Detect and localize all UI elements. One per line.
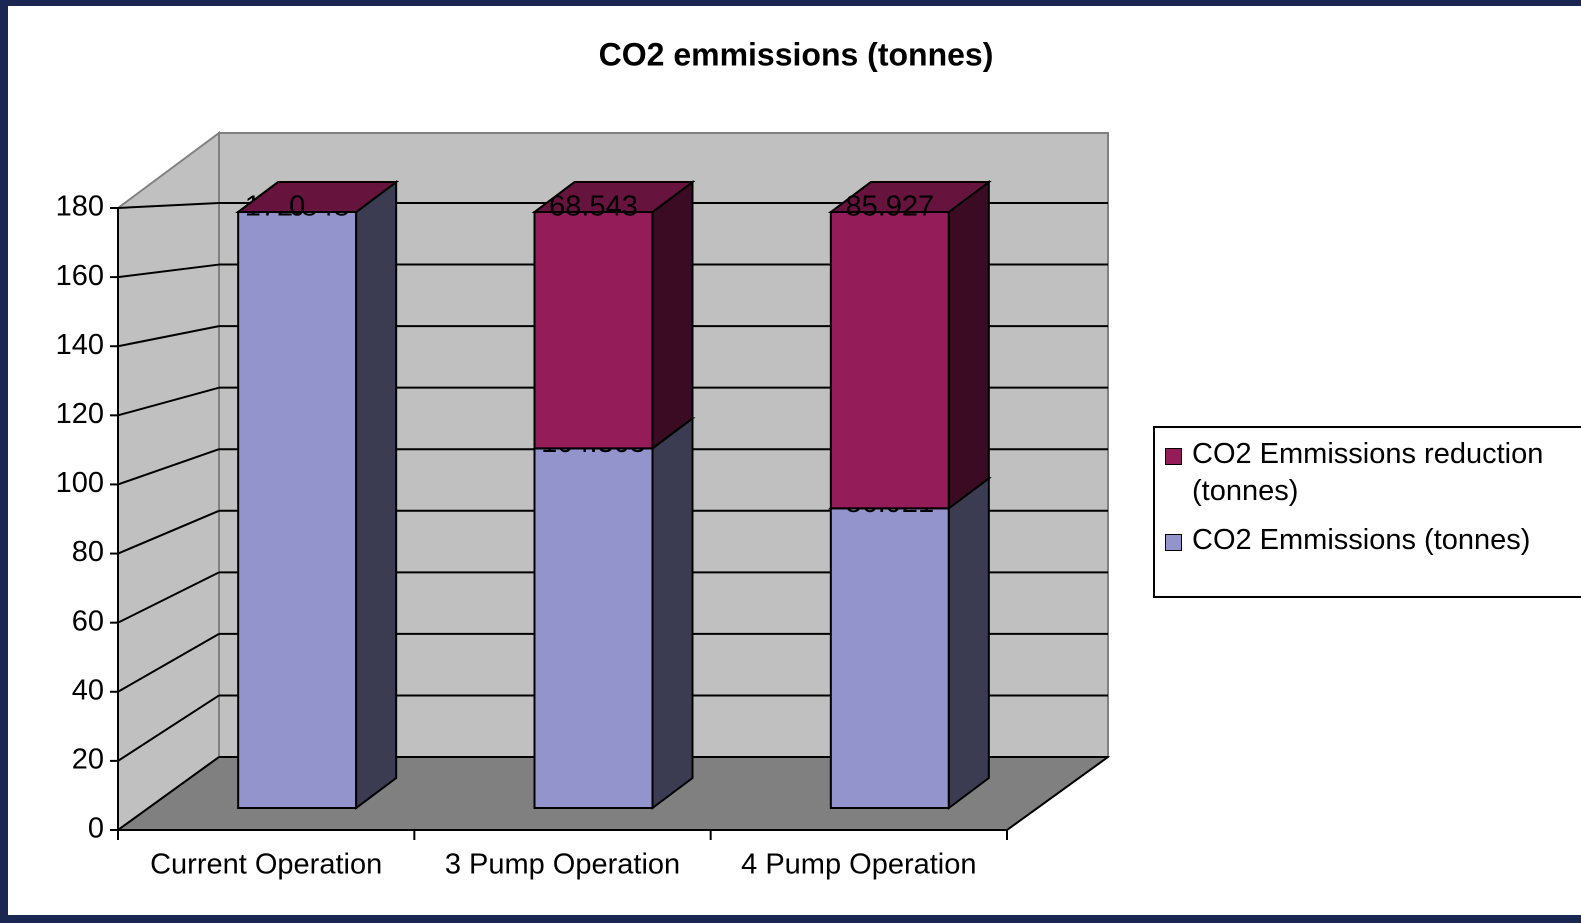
grid-line [117,756,220,831]
bar-front [237,211,358,810]
bar-top [830,182,989,213]
bar-top [238,182,397,213]
x-tick-label: 3 Pump Operation [445,849,680,881]
y-tick-label: 100 [56,467,104,499]
grid-line [117,509,220,555]
y-tick-label: 120 [56,398,104,430]
y-tick-label: 160 [56,260,104,292]
x-tick-label: 4 Pump Operation [741,849,976,881]
x-axis-depth [1006,756,1109,831]
y-tick-label: 40 [72,674,104,706]
legend-swatch [1165,448,1182,465]
bar-side-shade [355,180,398,810]
y-tick-label: 0 [88,813,104,845]
bar-front [829,507,950,809]
bar-side-shade [651,416,694,810]
legend: CO2 Emmissions reduction (tonnes) CO2 Emm… [1153,426,1581,598]
grid-line [117,694,220,762]
bar-side-shade [947,476,990,810]
bar-top-shade [531,181,696,214]
x-tick-label: Current Operation [150,849,382,881]
grid-line [117,448,220,486]
grid-line [117,386,220,417]
bar-top-shade [827,181,992,214]
legend-label: CO2 Emmissions (tonnes) [1192,524,1531,556]
legend-item: CO2 Emmissions (tonnes) [1165,522,1581,559]
grid-line [117,571,220,624]
bar-top [534,182,693,213]
bar-side-shade [947,180,990,511]
grid-line [117,202,220,209]
y-tick-label: 20 [72,744,104,776]
legend-label: CO2 Emmissions reduction (tonnes) [1192,438,1544,507]
legend-item: CO2 Emmissions reduction (tonnes) [1165,436,1581,510]
bar-top-shade [235,181,400,214]
bar-front [533,211,654,450]
side-wall [117,131,220,832]
bar-side-shade [651,180,694,451]
grid-line [117,263,220,279]
legend-swatch [1165,534,1182,551]
data-label: 85.927 [845,191,934,223]
bar-front [829,211,950,510]
y-tick-label: 60 [72,605,104,637]
y-tick-label: 180 [56,191,104,223]
grid-line [117,325,220,348]
y-tick-label: 140 [56,329,104,361]
data-label: 0 [289,191,305,223]
grid-line [117,633,220,693]
chart-title: CO2 emmissions (tonnes) [599,36,994,72]
bar-front [533,447,654,809]
data-label: 68.543 [549,191,638,223]
y-tick-label: 80 [72,536,104,568]
